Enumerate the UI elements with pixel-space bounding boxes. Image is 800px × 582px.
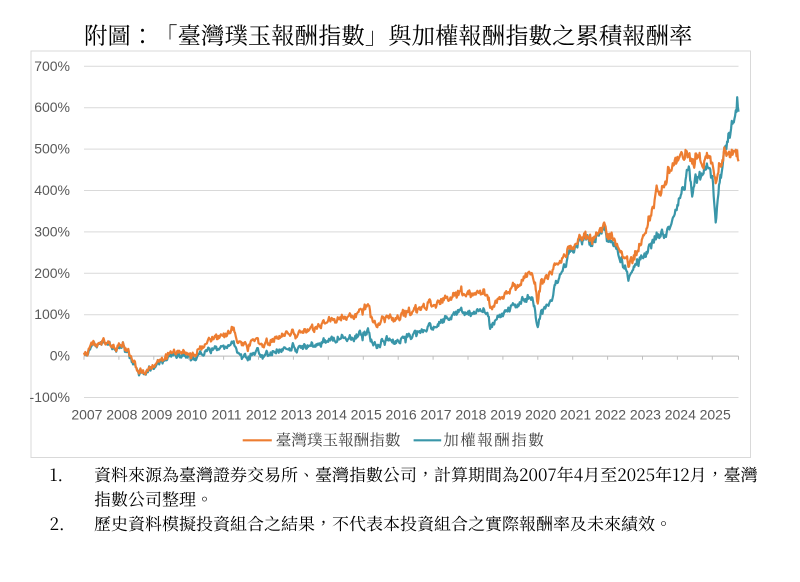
- svg-text:2015: 2015: [351, 407, 382, 423]
- svg-text:200%: 200%: [34, 265, 70, 281]
- svg-text:300%: 300%: [34, 223, 70, 239]
- svg-text:500%: 500%: [34, 141, 70, 157]
- svg-text:2023: 2023: [630, 407, 661, 423]
- svg-text:2021: 2021: [560, 407, 591, 423]
- svg-text:2024: 2024: [665, 407, 696, 423]
- svg-text:2022: 2022: [595, 407, 626, 423]
- svg-text:2011: 2011: [211, 407, 241, 423]
- svg-text:2020: 2020: [525, 407, 556, 423]
- svg-text:2013: 2013: [281, 407, 312, 423]
- svg-text:2007: 2007: [71, 407, 102, 423]
- svg-text:2014: 2014: [316, 407, 347, 423]
- svg-text:2019: 2019: [490, 407, 521, 423]
- svg-text:2008: 2008: [106, 407, 137, 423]
- svg-text:700%: 700%: [34, 58, 70, 74]
- svg-text:100%: 100%: [34, 306, 70, 322]
- svg-text:2009: 2009: [141, 407, 172, 423]
- svg-text:2018: 2018: [455, 407, 486, 423]
- svg-text:0%: 0%: [50, 348, 70, 364]
- svg-text:2017: 2017: [420, 407, 451, 423]
- svg-text:2025: 2025: [700, 407, 731, 423]
- svg-text:2010: 2010: [176, 407, 207, 423]
- svg-text:2016: 2016: [386, 407, 417, 423]
- svg-text:400%: 400%: [34, 182, 70, 198]
- svg-text:-100%: -100%: [30, 389, 70, 405]
- svg-text:600%: 600%: [34, 99, 70, 115]
- svg-text:2012: 2012: [246, 407, 277, 423]
